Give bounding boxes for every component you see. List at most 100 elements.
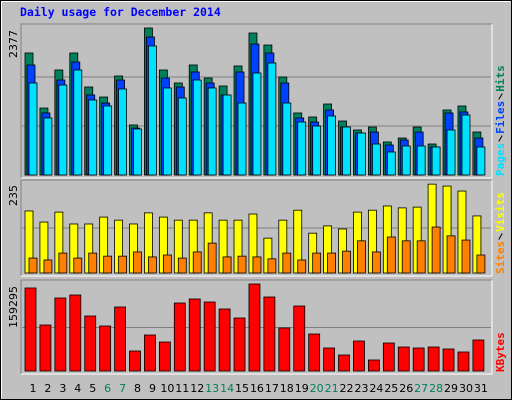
bar <box>118 88 127 176</box>
x-tick-label: 26 <box>399 382 413 395</box>
bar <box>177 97 187 176</box>
bar <box>162 254 172 274</box>
bar <box>382 342 395 372</box>
bar <box>148 256 157 274</box>
bar <box>58 252 68 274</box>
bar <box>401 145 411 176</box>
bar <box>173 302 186 372</box>
bar <box>431 226 441 274</box>
bar <box>24 287 37 372</box>
x-tick-label: 3 <box>59 382 66 395</box>
bar <box>192 79 202 176</box>
bar <box>233 317 246 372</box>
x-tick-label: 23 <box>354 382 368 395</box>
x-tick-label: 31 <box>474 382 488 395</box>
bar <box>282 102 292 176</box>
bar <box>416 240 426 274</box>
y-max-label: 235 <box>7 185 20 206</box>
x-tick-label: 4 <box>74 382 81 395</box>
bar <box>162 87 172 176</box>
y-max-label: 159295 <box>7 286 20 328</box>
x-tick-label: 9 <box>149 382 156 395</box>
bar <box>43 117 53 176</box>
bar <box>43 259 53 274</box>
bar <box>54 297 67 372</box>
x-tick-label: 15 <box>235 382 249 395</box>
legend-separator <box>498 233 504 240</box>
legend-entry: Visits <box>494 192 507 232</box>
bar <box>397 346 410 372</box>
bar <box>308 333 321 372</box>
bar <box>144 334 156 372</box>
bar <box>39 324 52 372</box>
x-tick-label: 17 <box>265 382 279 395</box>
legend-separator <box>498 92 504 100</box>
bar <box>367 359 380 372</box>
bar <box>103 255 113 274</box>
bar <box>297 259 307 274</box>
x-tick-label: 5 <box>89 382 96 395</box>
bar <box>222 256 232 274</box>
panel-bevel <box>21 280 493 375</box>
bar <box>99 325 112 372</box>
bar <box>88 252 98 274</box>
bar <box>386 236 396 274</box>
bar <box>103 105 113 176</box>
bar <box>442 348 455 372</box>
y-max-label: 2377 <box>7 30 20 58</box>
bar <box>69 294 82 372</box>
bar <box>293 305 306 372</box>
bar <box>386 151 396 176</box>
bar <box>312 125 322 176</box>
bar <box>218 308 231 372</box>
bar <box>148 45 157 176</box>
bar <box>353 340 365 372</box>
x-tick-label: 18 <box>280 382 294 395</box>
chart-title: Daily usage for December 2014 <box>20 5 221 19</box>
bar <box>323 347 336 372</box>
bar <box>446 235 456 274</box>
bar <box>88 99 98 176</box>
bar <box>357 240 366 274</box>
bar <box>357 132 366 176</box>
bar <box>282 252 292 274</box>
bar <box>338 354 350 372</box>
bar <box>267 62 277 176</box>
x-tick-label: 2 <box>44 382 51 395</box>
legend: KBytes <box>494 282 508 372</box>
bar <box>252 72 262 176</box>
x-tick-label: 10 <box>160 382 174 395</box>
bar <box>327 252 337 274</box>
bar <box>371 143 381 176</box>
bar <box>248 283 261 372</box>
legend-entry: Pages <box>494 142 507 176</box>
x-tick-label: 21 <box>325 382 339 395</box>
bar <box>427 346 440 372</box>
bar <box>342 250 351 274</box>
bar <box>133 251 142 274</box>
bar <box>457 351 470 372</box>
bar <box>207 87 217 176</box>
bar <box>129 350 141 372</box>
bar <box>222 94 232 176</box>
bar <box>158 341 171 372</box>
x-tick-label: 6 <box>104 382 111 395</box>
x-tick-label: 27 <box>414 382 428 395</box>
bar <box>252 256 262 274</box>
bar <box>416 145 426 176</box>
bar <box>327 115 337 176</box>
bar <box>237 255 247 274</box>
bar <box>84 315 97 372</box>
bar <box>342 126 351 176</box>
panel-bevel <box>20 279 492 374</box>
panel-bevel <box>21 24 493 179</box>
bar <box>263 296 276 372</box>
x-tick-label: 19 <box>295 382 309 395</box>
bar <box>177 257 187 274</box>
bar <box>58 84 68 176</box>
bar <box>312 252 322 274</box>
bar <box>401 240 411 274</box>
bar <box>297 121 307 176</box>
